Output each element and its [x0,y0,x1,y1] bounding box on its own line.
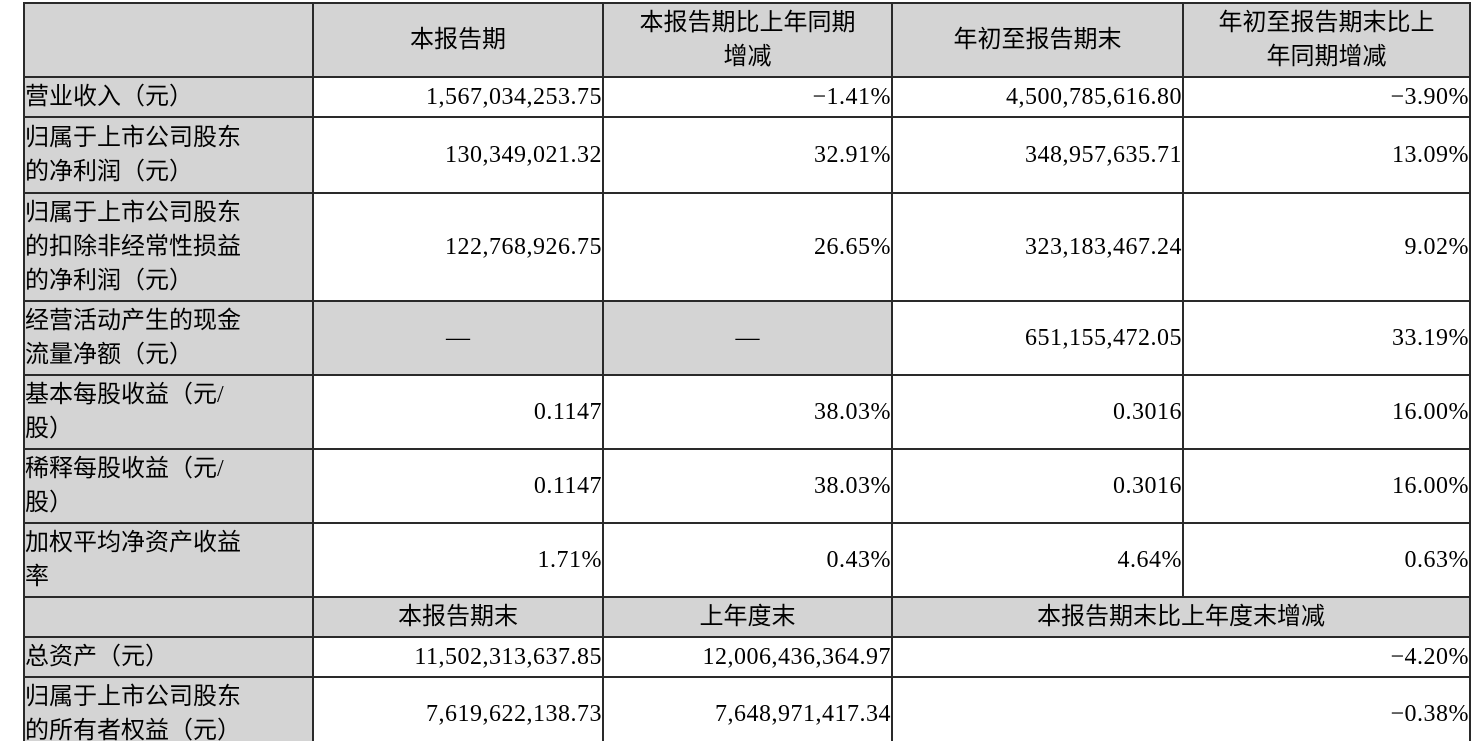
row-label-cell: 加权平均净资产收益 率 [23,522,314,598]
value-cell: 122,768,926.75 [312,192,604,302]
row-label-cell: 经营活动产生的现金 流量净额（元） [23,300,314,376]
corner-cell [23,2,314,78]
value-cell: 26.65% [602,192,893,302]
value-cell: −0.38% [891,676,1471,741]
value-cell: 38.03% [602,374,893,450]
value-cell: 130,349,021.32 [312,116,604,194]
value-cell: 16.00% [1182,374,1471,450]
value-cell: 323,183,467.24 [891,192,1184,302]
value-cell: −1.41% [602,76,893,118]
row-label-cell: 归属于上市公司股东 的所有者权益（元） [23,676,314,741]
value-cell: 32.91% [602,116,893,194]
value-cell: 1,567,034,253.75 [312,76,604,118]
column-header-period-end: 本报告期末 [312,596,604,638]
column-header-prior-year-end: 上年度末 [602,596,893,638]
table-row-operating-cash-flow: 经营活动产生的现金 流量净额（元） — — 651,155,472.05 33.… [23,300,1471,376]
row-label-cell: 总资产（元） [23,636,314,678]
row-label-cell: 归属于上市公司股东 的扣除非经常性损益 的净利润（元） [23,192,314,302]
value-cell: 0.3016 [891,374,1184,450]
value-cell: 1.71% [312,522,604,598]
column-header-ytd-yoy-change: 年初至报告期末比上 年同期增减 [1182,2,1471,78]
column-header-period-end-change: 本报告期末比上年度末增减 [891,596,1471,638]
table-row-net-profit-excl-nonrecurring: 归属于上市公司股东 的扣除非经常性损益 的净利润（元） 122,768,926.… [23,192,1471,302]
row-label-cell: 稀释每股收益（元/ 股） [23,448,314,524]
column-header-current-period: 本报告期 [312,2,604,78]
value-cell: 0.43% [602,522,893,598]
value-cell: −4.20% [891,636,1471,678]
value-cell: 12,006,436,364.97 [602,636,893,678]
value-cell: 0.1147 [312,448,604,524]
value-cell: 11,502,313,637.85 [312,636,604,678]
row-label-cell: 营业收入（元） [23,76,314,118]
corner-cell [23,596,314,638]
row-label-cell: 归属于上市公司股东 的净利润（元） [23,116,314,194]
dash-cell: — [312,300,604,376]
header-row-period: 本报告期 本报告期比上年同期 增减 年初至报告期末 年初至报告期末比上 年同期增… [23,2,1471,78]
table-row-net-profit: 归属于上市公司股东 的净利润（元） 130,349,021.32 32.91% … [23,116,1471,194]
value-cell: 38.03% [602,448,893,524]
value-cell: 16.00% [1182,448,1471,524]
table-row-shareholders-equity: 归属于上市公司股东 的所有者权益（元） 7,619,622,138.73 7,6… [23,676,1471,741]
value-cell: 0.3016 [891,448,1184,524]
value-cell: 13.09% [1182,116,1471,194]
value-cell: 4.64% [891,522,1184,598]
value-cell: 33.19% [1182,300,1471,376]
value-cell: 348,957,635.71 [891,116,1184,194]
value-cell: 0.63% [1182,522,1471,598]
value-cell: 651,155,472.05 [891,300,1184,376]
table-row-basic-eps: 基本每股收益（元/ 股） 0.1147 38.03% 0.3016 16.00% [23,374,1471,450]
value-cell: 7,619,622,138.73 [312,676,604,741]
column-header-ytd: 年初至报告期末 [891,2,1184,78]
column-header-yoy-change: 本报告期比上年同期 增减 [602,2,893,78]
header-row-period-end: 本报告期末 上年度末 本报告期末比上年度末增减 [23,596,1471,638]
value-cell: 9.02% [1182,192,1471,302]
value-cell: 4,500,785,616.80 [891,76,1184,118]
value-cell: −3.90% [1182,76,1471,118]
value-cell: 7,648,971,417.34 [602,676,893,741]
financial-summary-table: 本报告期 本报告期比上年同期 增减 年初至报告期末 年初至报告期末比上 年同期增… [23,2,1471,741]
table-row-weighted-avg-roe: 加权平均净资产收益 率 1.71% 0.43% 4.64% 0.63% [23,522,1471,598]
table-row-total-assets: 总资产（元） 11,502,313,637.85 12,006,436,364.… [23,636,1471,678]
row-label-cell: 基本每股收益（元/ 股） [23,374,314,450]
table-row-diluted-eps: 稀释每股收益（元/ 股） 0.1147 38.03% 0.3016 16.00% [23,448,1471,524]
table-row-revenue: 营业收入（元） 1,567,034,253.75 −1.41% 4,500,78… [23,76,1471,118]
dash-cell: — [602,300,893,376]
value-cell: 0.1147 [312,374,604,450]
